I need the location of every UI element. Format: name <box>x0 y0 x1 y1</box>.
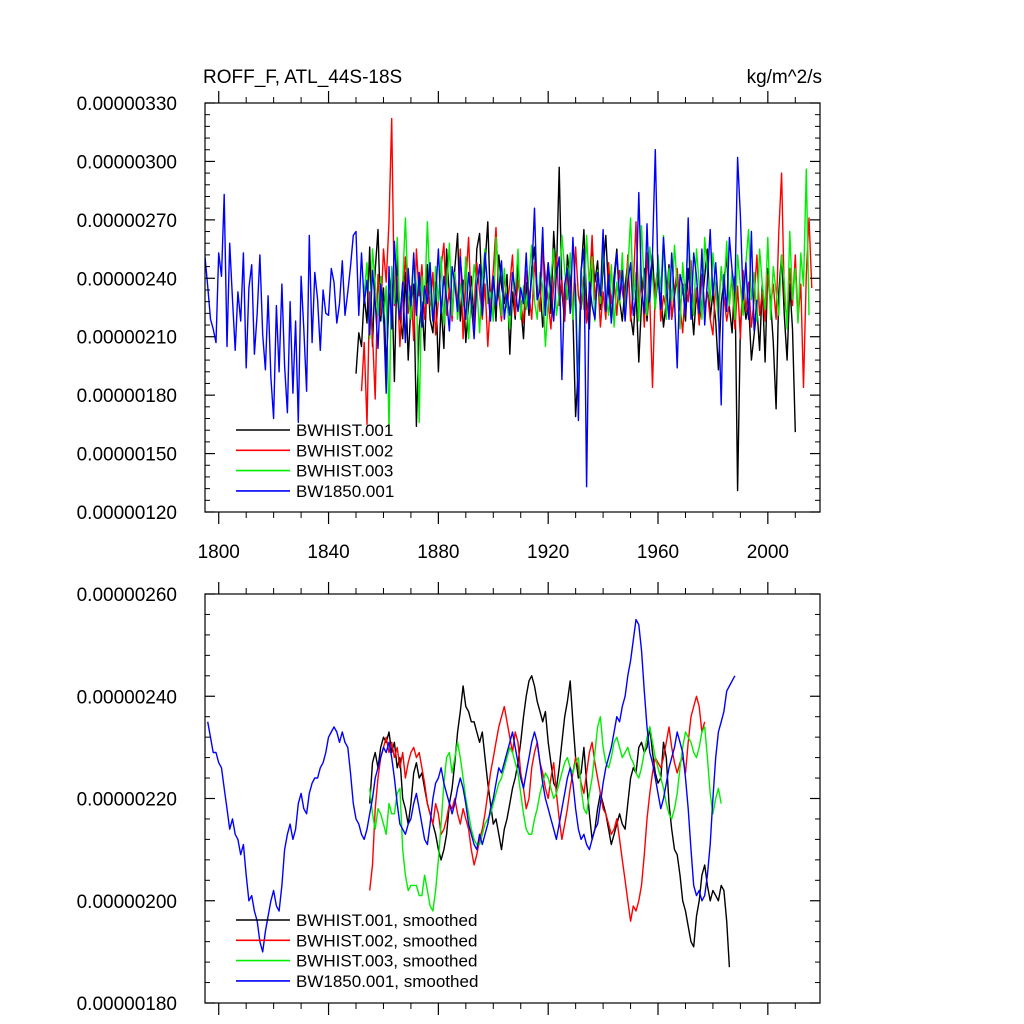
x-tick-label: 1800 <box>198 542 240 563</box>
legend-label: BWHIST.002, smoothed <box>296 931 477 950</box>
y-tick-label: 0.00000240 <box>77 269 177 290</box>
y-tick-label: 0.00000260 <box>77 585 177 606</box>
y-tick-label: 0.00000330 <box>77 94 177 115</box>
x-tick-label: 2000 <box>747 542 789 563</box>
series-group <box>207 618 736 968</box>
y-tick-label: 0.00000180 <box>77 994 177 1015</box>
y-tick-label: 0.00000120 <box>77 503 177 524</box>
legend-label: BW1850.001, smoothed <box>296 972 478 991</box>
y-tick-label: 0.00000200 <box>77 892 177 913</box>
legend-label: BW1850.001 <box>296 482 394 501</box>
x-tick-label: 1840 <box>307 542 349 563</box>
legend-label: BWHIST.001 <box>296 421 393 440</box>
top-chart-panel: ROFF_F, ATL_44S-18S kg/m^2/s 0.00000120 0… <box>77 67 822 563</box>
legend-label: BWHIST.001, smoothed <box>296 911 477 930</box>
series-line-bw1850-001-smoothed <box>207 618 736 953</box>
bottom-chart-panel: 0.00000180 0.00000200 0.00000220 0.00000240… <box>77 582 821 1015</box>
series-group <box>205 117 813 492</box>
x-tick-label: 1960 <box>637 542 679 563</box>
y-tick-label: 0.00000300 <box>77 152 177 173</box>
y-tick-label: 0.00000180 <box>77 386 177 407</box>
legend-label: BWHIST.002 <box>296 441 393 460</box>
series-line-bwhist-003-smoothed <box>369 716 722 912</box>
y-tick-label: 0.00000150 <box>77 445 177 466</box>
y-tick-label: 0.00000220 <box>77 790 177 811</box>
y-tick-label: 0.00000240 <box>77 687 177 708</box>
y-tick-label: 0.00000270 <box>77 211 177 232</box>
x-tick-label: 1880 <box>417 542 459 563</box>
top-chart-units-label: kg/m^2/s <box>747 67 822 88</box>
plot-frame <box>204 102 821 513</box>
legend-label: BWHIST.003, smoothed <box>296 952 477 971</box>
series-line-bwhist-002 <box>360 117 813 426</box>
series-line-bw1850-001 <box>205 148 758 488</box>
x-tick-label: 1920 <box>527 542 569 563</box>
series-line-bwhist-003 <box>363 168 810 431</box>
y-tick-label: 0.00000210 <box>77 328 177 349</box>
top-chart-title: ROFF_F, ATL_44S-18S <box>203 67 402 88</box>
legend-label: BWHIST.003 <box>296 462 393 481</box>
